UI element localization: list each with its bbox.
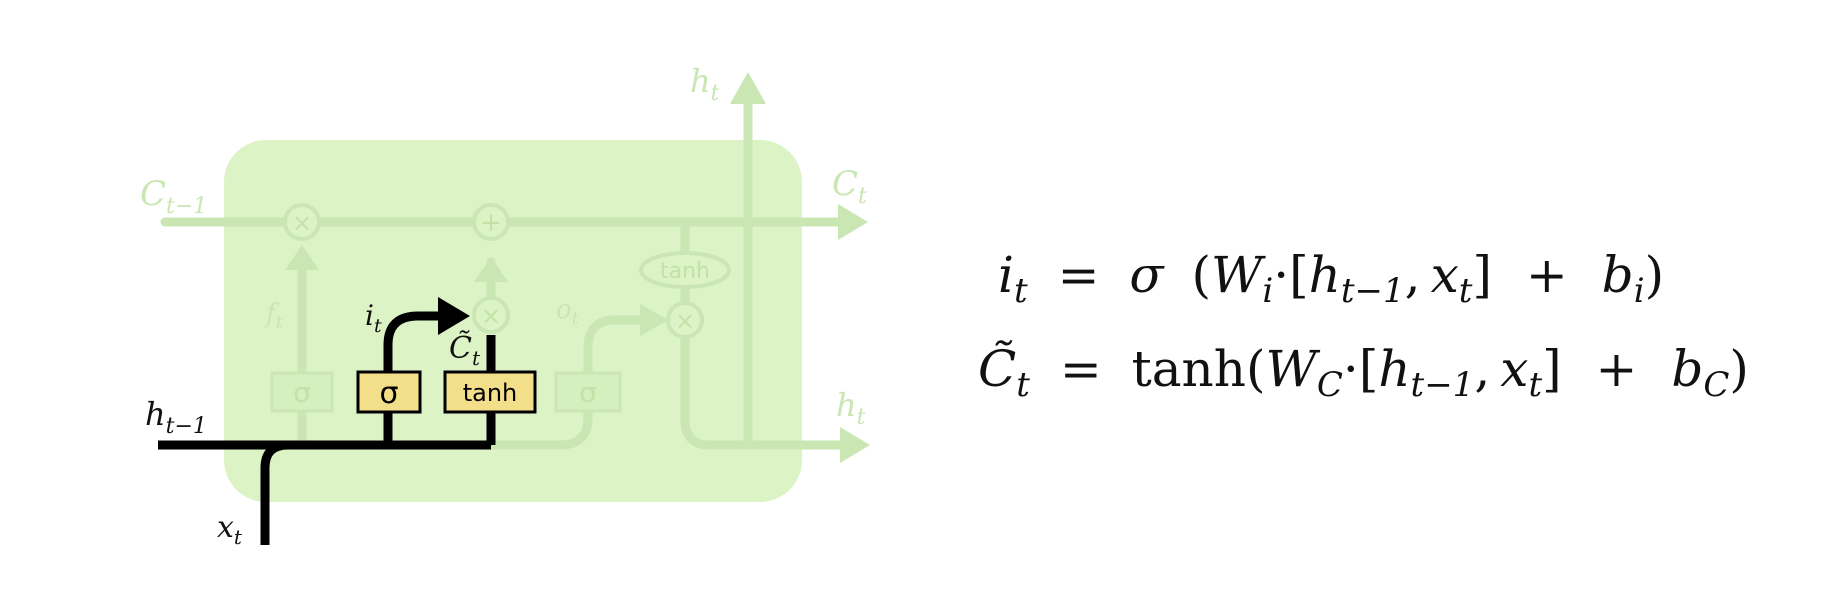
label-c-next: Ct <box>832 164 867 209</box>
output-sigma-box <box>554 371 622 413</box>
active-labels: ht−1 xt it C̃t <box>145 299 481 549</box>
cell-add-symbol: + <box>480 208 502 238</box>
cell-tanh-text: tanh <box>660 259 710 284</box>
label-input-gate: it <box>365 299 382 337</box>
input-multiply-op <box>472 296 510 334</box>
cell-tanh-oval <box>639 251 731 289</box>
output-multiply-symbol: × <box>675 307 695 335</box>
faded-arrowheads <box>285 72 870 463</box>
output-multiply-op <box>666 301 704 339</box>
input-sigma-text: σ <box>379 376 398 411</box>
forget-multiply-symbol: × <box>292 209 312 237</box>
label-c-prev: Ct−1 <box>140 174 207 219</box>
label-c-tilde: C̃t <box>449 331 481 370</box>
input-multiply-symbol: × <box>481 302 501 330</box>
label-output-gate: ot <box>556 295 580 329</box>
active-gate-boxes: σ tanh <box>356 370 537 414</box>
equation-input-gate: it = σ (Wi·[ht−1, xt] + bi) <box>998 246 1664 314</box>
faded-labels: Ct−1 Ct ht ht ft ot <box>140 62 867 430</box>
forget-sigma-box <box>270 371 334 413</box>
forget-up-arrowhead <box>285 245 319 270</box>
cell-add-op <box>472 203 510 241</box>
output-right-arrowhead <box>640 304 668 336</box>
input-gate-arrowhead <box>438 297 470 335</box>
input-gate-line <box>383 311 440 445</box>
faded-operators: × + × × tanh <box>283 203 731 339</box>
tanh-candidate-text: tanh <box>463 379 518 407</box>
hidden-output-right-line <box>680 217 850 450</box>
tanh-candidate-box <box>443 370 537 414</box>
forget-multiply-op <box>283 203 321 241</box>
candidate-up-arrowhead <box>474 257 508 282</box>
input-sigma-box <box>356 370 422 414</box>
hidden-up-arrowhead <box>730 72 766 104</box>
equations: it = σ (Wi·[ht−1, xt] + bi) C̃t = tanh(WC… <box>978 246 1749 408</box>
label-x-input: xt <box>217 510 243 549</box>
hidden-right-arrowhead <box>840 427 870 463</box>
x-input-line <box>260 440 289 545</box>
faded-gate-boxes: σ σ <box>270 371 622 413</box>
cell-state-arrowhead <box>838 204 868 240</box>
label-h-right: ht <box>836 386 866 430</box>
forget-sigma-text: σ <box>293 376 311 409</box>
label-h-top: ht <box>690 62 720 106</box>
label-h-prev: ht−1 <box>145 395 207 439</box>
output-sigma-text: σ <box>579 376 597 409</box>
equation-candidate: C̃t = tanh(WC·[ht−1, xt] + bC) <box>978 339 1749 408</box>
